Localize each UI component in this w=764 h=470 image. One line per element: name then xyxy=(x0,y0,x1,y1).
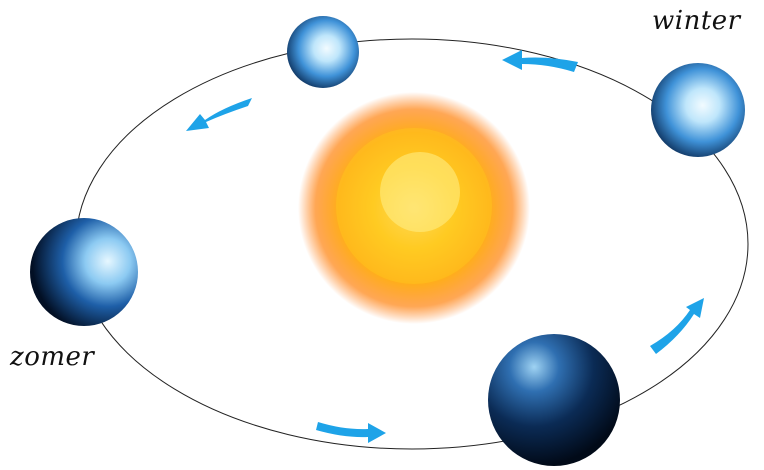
earth-icon xyxy=(287,16,359,88)
earth-icon xyxy=(30,218,138,326)
season-label-winter: winter xyxy=(652,6,741,36)
earth-icon xyxy=(651,63,745,157)
earth-icon xyxy=(488,334,620,466)
orbit-arrow-icon xyxy=(316,422,386,443)
season-label-zomer: zomer xyxy=(10,342,95,372)
orbit-arrow-icon xyxy=(650,298,704,354)
sun-icon xyxy=(298,92,530,324)
orbit-arrow-icon xyxy=(502,50,578,72)
orbit-arrow-icon xyxy=(186,98,252,131)
